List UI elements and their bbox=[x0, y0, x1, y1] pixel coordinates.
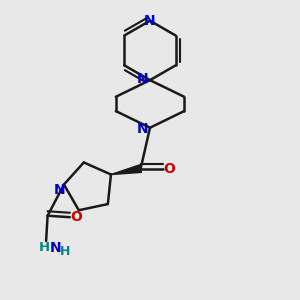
Text: N: N bbox=[137, 72, 148, 86]
Text: H: H bbox=[60, 244, 70, 258]
Polygon shape bbox=[111, 165, 141, 175]
Text: H: H bbox=[39, 241, 50, 254]
Text: O: O bbox=[164, 162, 175, 176]
Text: O: O bbox=[70, 210, 83, 224]
Text: N: N bbox=[137, 122, 148, 136]
Text: N: N bbox=[54, 183, 65, 197]
Text: N: N bbox=[144, 14, 156, 28]
Text: N: N bbox=[50, 241, 62, 254]
